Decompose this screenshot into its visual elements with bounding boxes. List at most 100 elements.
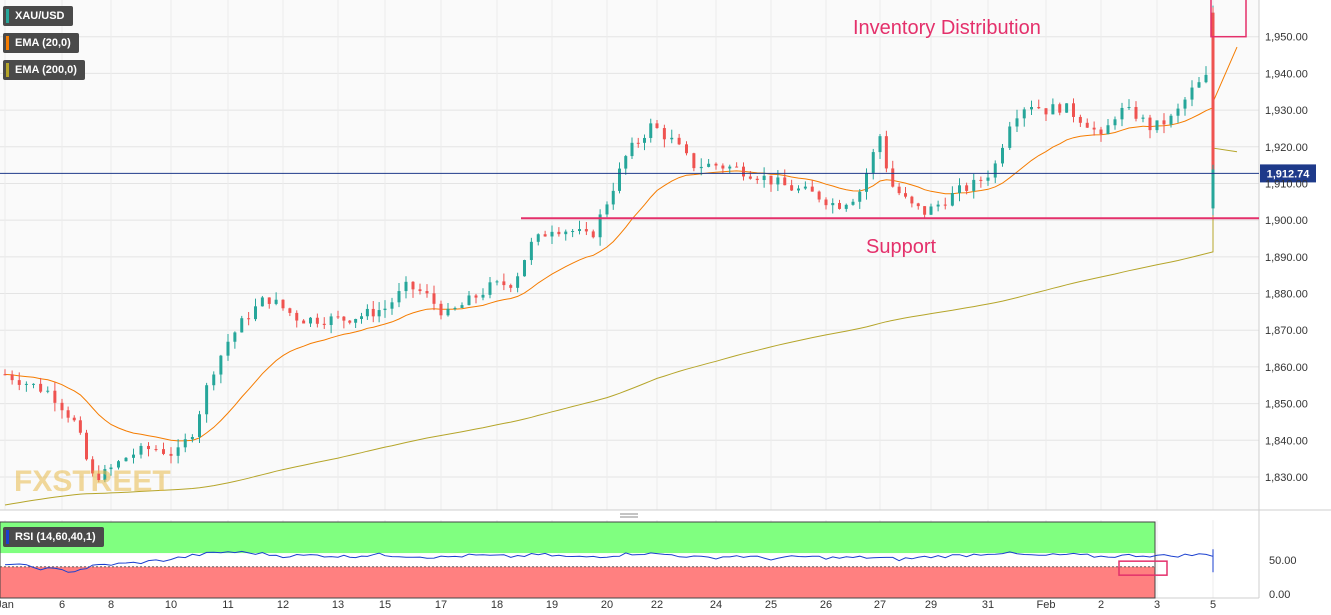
x-tick-label: Jan: [0, 599, 14, 611]
candle: [1211, 182, 1215, 216]
x-tick-label: 11: [222, 599, 233, 611]
y-tick-label: 1,910.00: [1265, 178, 1308, 190]
candle-body: [943, 204, 947, 206]
candle: [630, 137, 634, 160]
legend-rsi[interactable]: RSI (14,60,40,1): [3, 527, 104, 547]
rsi-zone-border: [0, 521, 1156, 599]
candle-body: [803, 186, 807, 189]
candle: [591, 229, 595, 239]
candle: [78, 416, 82, 435]
candle-body: [929, 206, 933, 215]
candle-body: [871, 152, 875, 173]
candle: [85, 429, 88, 461]
candle-body: [649, 123, 653, 138]
candle-body: [240, 318, 244, 333]
candle: [662, 124, 666, 148]
legend-ema-slow[interactable]: EMA (200,0): [3, 60, 85, 80]
rsi-oversold-zone: [0, 566, 1155, 598]
candle: [1134, 101, 1138, 122]
y-axis: 1,830.00 1,840.00 1,850.00 1,860.00 1,870.00…: [1265, 32, 1308, 601]
candle: [677, 133, 681, 146]
candle: [315, 313, 319, 328]
candle-body: [78, 420, 82, 433]
candle-body: [1204, 74, 1208, 83]
candle: [53, 382, 57, 412]
candle: [1099, 126, 1103, 142]
candle-body: [824, 199, 828, 206]
current-price-tag: [1260, 164, 1316, 183]
legend-symbol[interactable]: XAU/USD: [3, 6, 73, 26]
candle-body: [1015, 118, 1019, 127]
candle: [891, 160, 895, 188]
candle: [1183, 96, 1187, 116]
candle-body: [267, 297, 271, 304]
candle: [1176, 103, 1180, 123]
y-tick-label: 1,880.00: [1265, 289, 1308, 301]
candle-body: [897, 186, 901, 194]
candle-body: [212, 374, 216, 386]
candle-body: [972, 179, 976, 191]
candle: [1051, 98, 1055, 115]
candle-body: [958, 185, 961, 194]
candle: [643, 134, 646, 151]
candle: [183, 433, 187, 453]
candle: [958, 178, 961, 202]
candle-body: [865, 172, 868, 192]
candle: [1120, 102, 1124, 127]
x-axis: Jan6810111213151718192022242526272931Feb…: [0, 599, 1216, 611]
candle-body: [453, 307, 457, 309]
candle: [10, 370, 14, 385]
candle: [735, 162, 739, 168]
candle: [797, 185, 800, 194]
candle: [342, 315, 346, 329]
candle: [124, 457, 128, 462]
rsi-highlight-box: [1118, 560, 1168, 576]
candle-body: [1120, 107, 1124, 120]
candle: [721, 163, 725, 174]
candle-body: [591, 231, 595, 238]
candle: [1211, 133, 1215, 162]
candle-body: [762, 175, 766, 181]
candle: [1022, 107, 1026, 127]
rsi-zones: [0, 521, 1156, 599]
legend-ema-fast[interactable]: EMA (20,0): [3, 33, 79, 53]
candle-body: [124, 457, 128, 462]
candle: [831, 198, 835, 214]
candle-body: [728, 166, 732, 169]
candle: [699, 158, 703, 176]
rsi-path: [4, 549, 1214, 573]
candle-body: [578, 229, 581, 232]
candle-body: [309, 317, 312, 324]
candle-body: [611, 190, 615, 205]
candle: [584, 221, 588, 236]
candle: [523, 259, 526, 277]
legend-ema-slow-label: EMA (200,0): [15, 64, 77, 76]
y-tick-label: 1,920.00: [1265, 142, 1308, 154]
candle: [481, 288, 485, 301]
candle-body: [1085, 122, 1089, 128]
candle-body: [670, 137, 674, 140]
rsi-line: [4, 549, 1214, 576]
candle-body: [950, 193, 954, 206]
candle-body: [584, 229, 588, 232]
candle: [274, 292, 278, 306]
candle-body: [432, 293, 436, 304]
candle: [467, 290, 471, 306]
candle-body: [1211, 169, 1215, 171]
candle-body: [776, 177, 780, 185]
candle-body: [132, 454, 135, 458]
candle-body: [219, 355, 223, 375]
y-tick-label: 1,890.00: [1265, 252, 1308, 264]
candle-body: [365, 308, 369, 317]
candle: [1030, 100, 1033, 115]
candle-body: [677, 137, 681, 145]
pane-resize-handle[interactable]: [618, 512, 640, 520]
candle: [139, 443, 143, 459]
candle: [336, 310, 340, 320]
candle-body: [662, 128, 666, 140]
candle: [783, 169, 787, 186]
candle: [636, 137, 640, 148]
candle-body: [910, 196, 914, 204]
candle-body: [936, 204, 940, 207]
candle-body: [624, 156, 628, 169]
